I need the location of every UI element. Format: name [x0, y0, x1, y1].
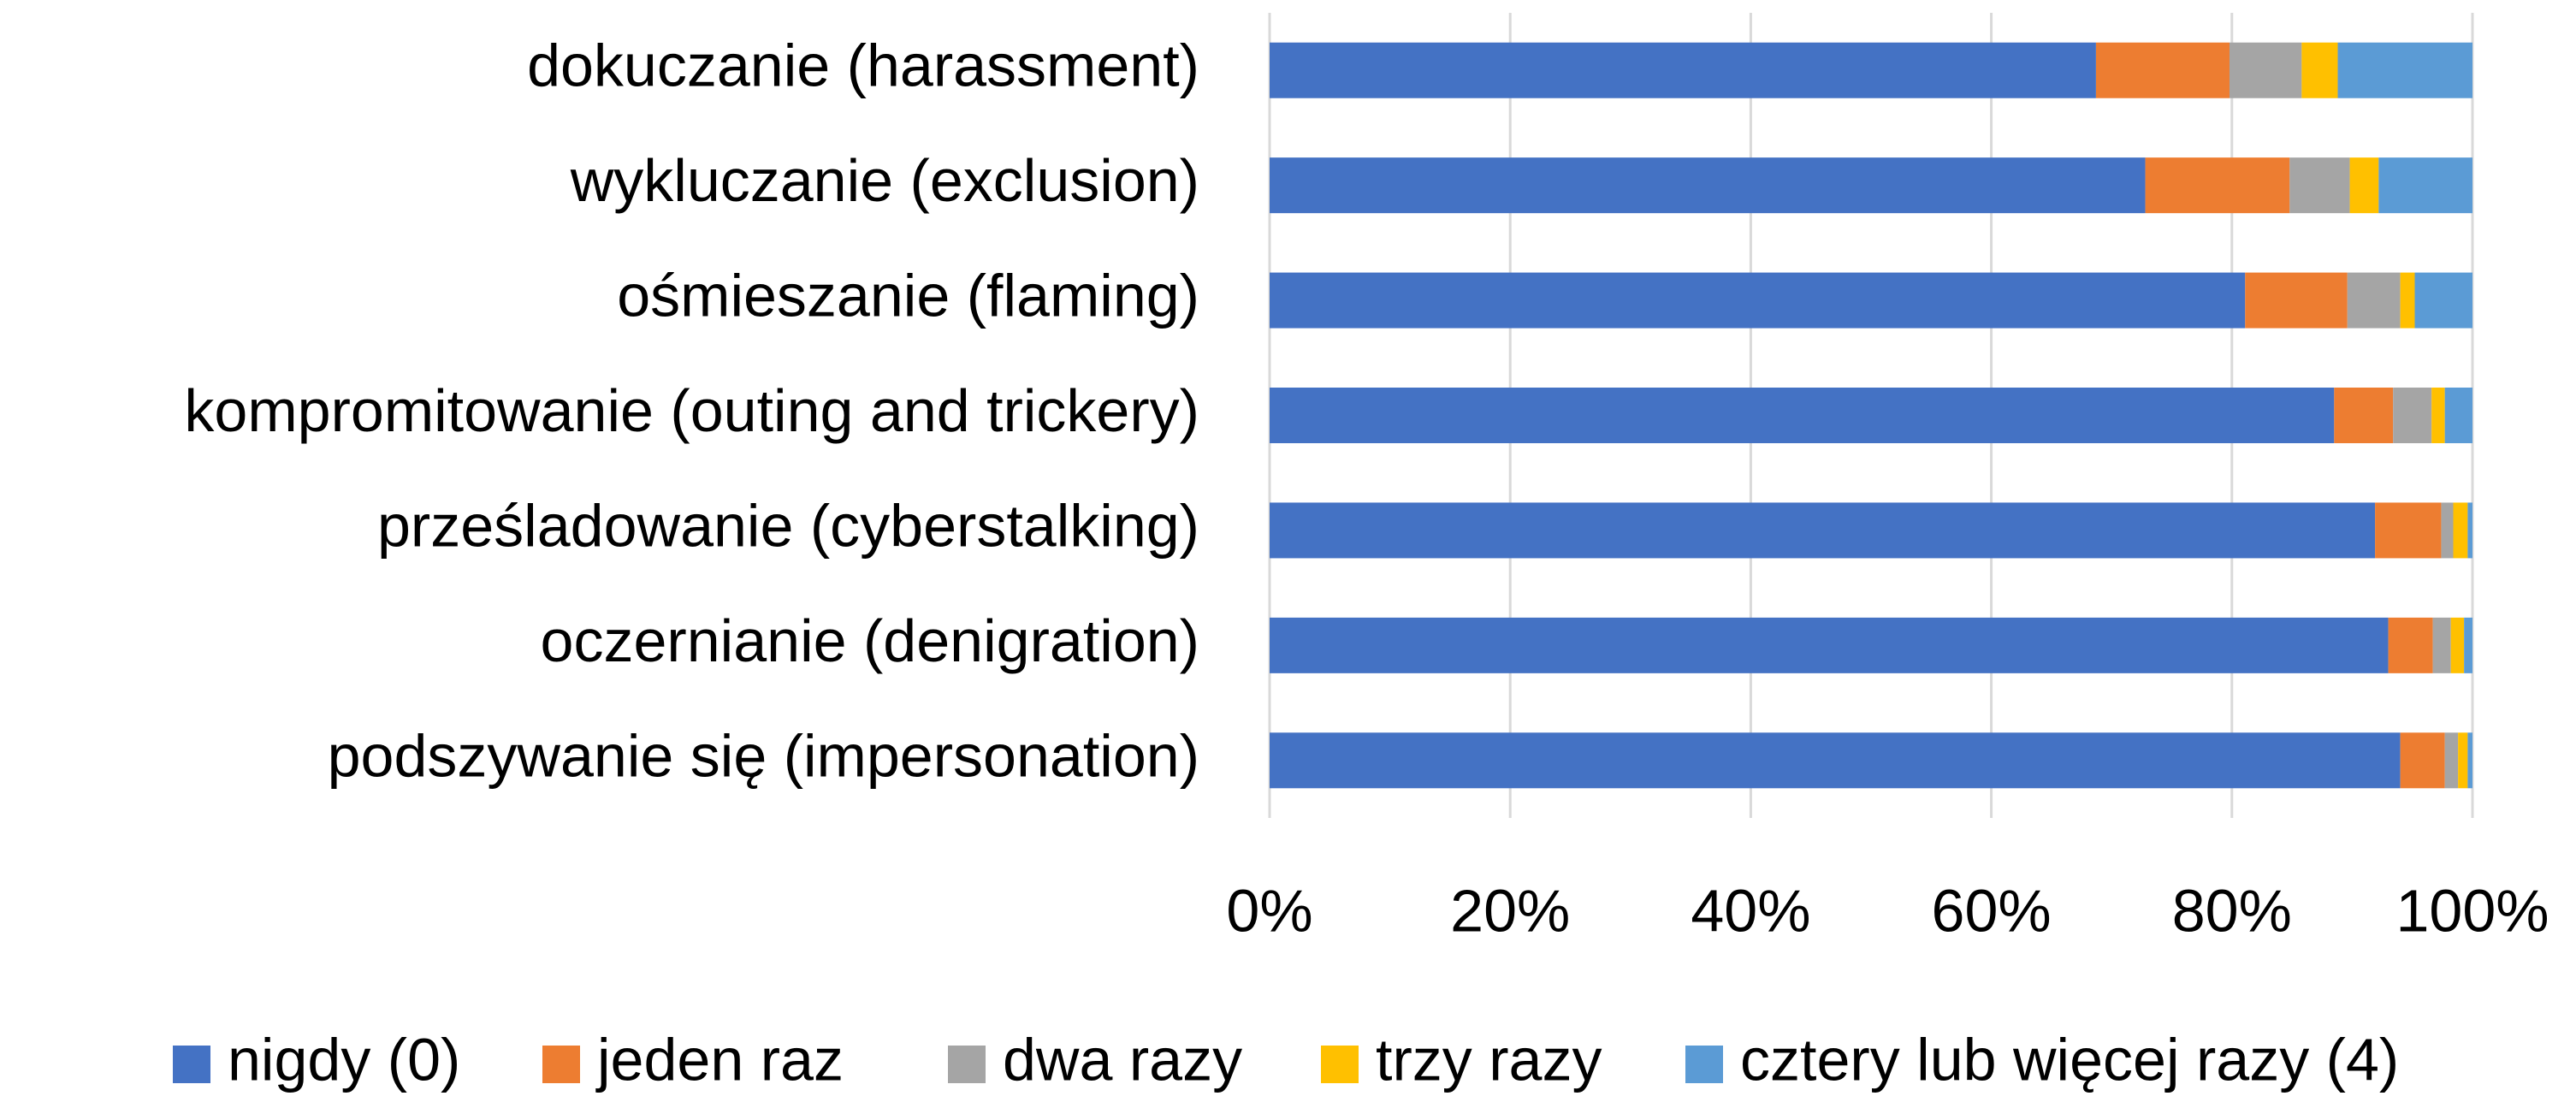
- bar-segment: [2444, 732, 2459, 789]
- x-tick-label: 40%: [1691, 877, 1810, 944]
- x-tick-label: 0%: [1226, 877, 1312, 944]
- y-tick-label: dokuczanie (harassment): [527, 33, 1199, 99]
- legend-label: dwa razy: [1003, 1026, 1242, 1093]
- bar-segment: [2349, 157, 2379, 214]
- bar-segment: [2450, 617, 2465, 673]
- bar-segment: [1270, 42, 2096, 98]
- bar-segment: [2334, 388, 2394, 443]
- bar-segment: [2301, 42, 2338, 98]
- bar-segment: [2414, 272, 2472, 329]
- legend-swatch: [542, 1046, 580, 1083]
- bar-segment: [2464, 617, 2472, 673]
- bar-segment: [1270, 272, 2246, 329]
- bar-segment: [2444, 388, 2472, 443]
- bar-segment: [1270, 732, 2401, 789]
- bar-segment: [2145, 157, 2290, 214]
- bar-segment: [2441, 502, 2454, 559]
- bar-segment: [2337, 42, 2472, 98]
- legend-swatch: [173, 1046, 210, 1083]
- bar-segment: [2453, 502, 2468, 559]
- bar-segment: [1270, 502, 2376, 559]
- bar-segment: [2347, 272, 2401, 329]
- legend-swatch: [948, 1046, 986, 1083]
- legend-swatch: [1685, 1046, 1723, 1083]
- legend-label: trzy razy: [1376, 1026, 1602, 1093]
- bar-segment: [2393, 388, 2432, 443]
- bar-segment: [2467, 502, 2472, 559]
- bar-segment: [2458, 732, 2468, 789]
- bar-segment: [2400, 272, 2415, 329]
- bar-segment: [2289, 157, 2350, 214]
- y-tick-label: ośmieszanie (flaming): [617, 263, 1199, 329]
- y-tick-label: kompromitowanie (outing and trickery): [184, 377, 1199, 444]
- y-tick-label: prześladowanie (cyberstalking): [377, 492, 1199, 559]
- legend-label: jeden raz: [595, 1026, 844, 1093]
- x-tick-label: 60%: [1932, 877, 2052, 944]
- y-tick-label: wykluczanie (exclusion): [570, 147, 1199, 214]
- bar-segment: [2095, 42, 2230, 98]
- legend-label: cztery lub więcej razy (4): [1740, 1026, 2399, 1093]
- bar-segment: [2467, 732, 2472, 789]
- bar-segment: [2400, 732, 2445, 789]
- bar-segment: [2229, 42, 2302, 98]
- bar-segment: [2245, 272, 2348, 329]
- bar-segment: [1270, 388, 2335, 443]
- bar-segment: [2378, 157, 2472, 214]
- legend-label: nigdy (0): [228, 1026, 460, 1093]
- bar-segment: [2431, 388, 2445, 443]
- bar-segment: [1270, 157, 2146, 214]
- legend-swatch: [1321, 1046, 1359, 1083]
- bar-segment: [2375, 502, 2442, 559]
- y-tick-label: oczernianie (denigration): [541, 607, 1199, 674]
- x-tick-label: 100%: [2395, 877, 2549, 944]
- bar-segment: [1270, 617, 2389, 673]
- x-tick-label: 20%: [1450, 877, 1570, 944]
- x-tick-label: 80%: [2172, 877, 2292, 944]
- bar-segment: [2432, 617, 2451, 673]
- bar-segment: [2388, 617, 2433, 673]
- y-tick-label: podszywanie się (impersonation): [328, 722, 1199, 789]
